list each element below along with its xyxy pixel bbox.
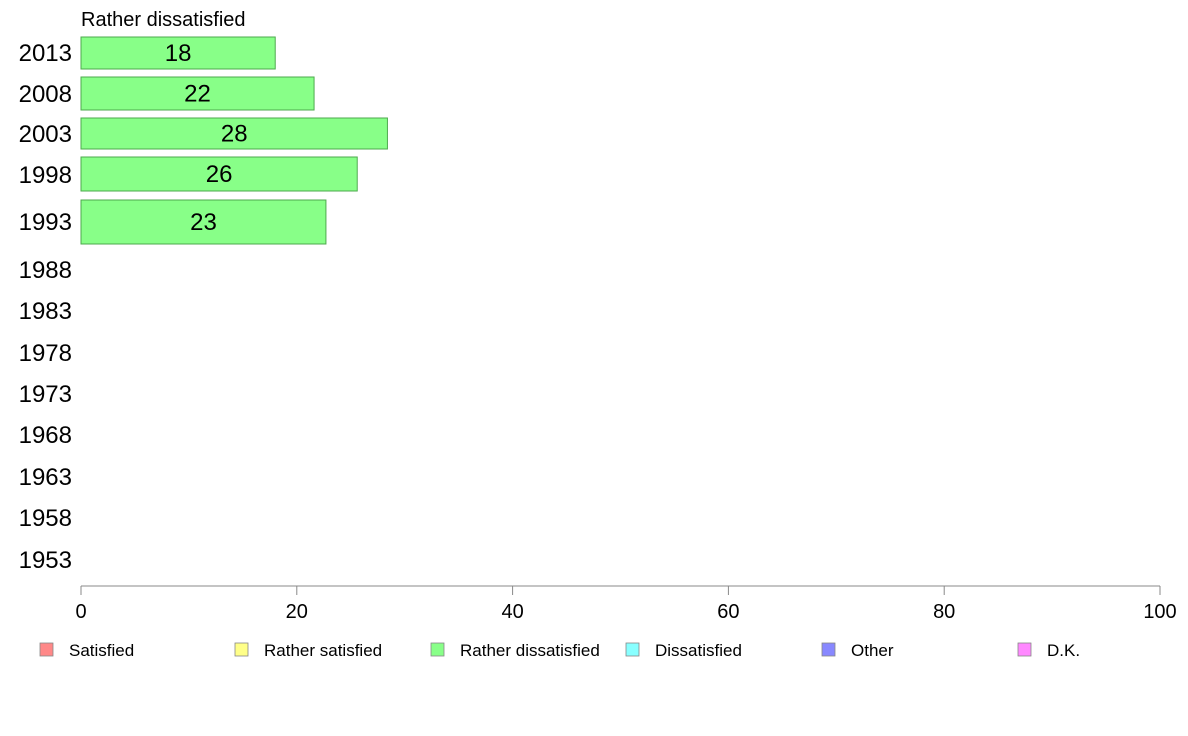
x-tick-label: 100 (1143, 601, 1176, 623)
legend-swatch (625, 642, 640, 657)
year-label: 1968 (19, 422, 72, 449)
year-label: 1963 (19, 464, 72, 491)
legend-item: Rather dissatisfied (430, 641, 600, 660)
bar-value-label: 28 (221, 121, 248, 148)
legend-label: Satisfied (69, 641, 134, 660)
bar (80, 117, 388, 150)
legend-swatch (234, 642, 249, 657)
bar (80, 76, 315, 111)
bar-value-label: 18 (165, 40, 192, 67)
legend-item: Other (821, 641, 894, 660)
bar (80, 199, 327, 245)
legend-label: Rather satisfied (264, 641, 382, 660)
legend: Satisfied Rather satisfied Rather dissatis… (39, 641, 1080, 660)
year-label: 1973 (19, 381, 72, 408)
legend-item: Dissatisfied (625, 641, 742, 660)
x-tick-label: 20 (286, 601, 308, 623)
x-tick-label: 60 (717, 601, 739, 623)
chart-title: Rather dissatisfied (81, 9, 246, 31)
legend-swatch (430, 642, 445, 657)
x-tick-label: 40 (501, 601, 523, 623)
bars-layer: 18 22 28 26 23 (80, 36, 388, 245)
year-label: 2008 (19, 81, 72, 108)
bar-value-label: 22 (184, 81, 211, 108)
bar (80, 156, 358, 192)
year-label: 1988 (19, 257, 72, 284)
bar-value-label: 26 (206, 161, 233, 188)
legend-swatch (39, 642, 54, 657)
year-label: 1998 (19, 162, 72, 189)
year-label: 2003 (19, 121, 72, 148)
legend-label: Dissatisfied (655, 641, 742, 660)
x-axis: 0 20 40 60 80 100 (75, 585, 1177, 623)
year-label: 1983 (19, 298, 72, 325)
legend-swatch (821, 642, 836, 657)
year-label: 1978 (19, 340, 72, 367)
legend-swatch (1017, 642, 1032, 657)
x-tick-label: 80 (933, 601, 955, 623)
legend-item: Satisfied (39, 641, 134, 660)
year-labels: 2013 2008 2003 1998 1993 1988 1983 1978 1973 1968… (19, 40, 72, 574)
year-label: 1993 (19, 209, 72, 236)
year-label: 2013 (19, 40, 72, 67)
legend-item: Rather satisfied (234, 641, 382, 660)
legend-item: D.K. (1017, 641, 1080, 660)
year-label: 1958 (19, 505, 72, 532)
year-label: 1953 (19, 547, 72, 574)
legend-label: Rather dissatisfied (460, 641, 600, 660)
x-tick-label: 0 (75, 601, 86, 623)
legend-label: D.K. (1047, 641, 1080, 660)
bar-value-label: 23 (190, 209, 217, 236)
bar (80, 36, 276, 70)
legend-label: Other (851, 641, 894, 660)
